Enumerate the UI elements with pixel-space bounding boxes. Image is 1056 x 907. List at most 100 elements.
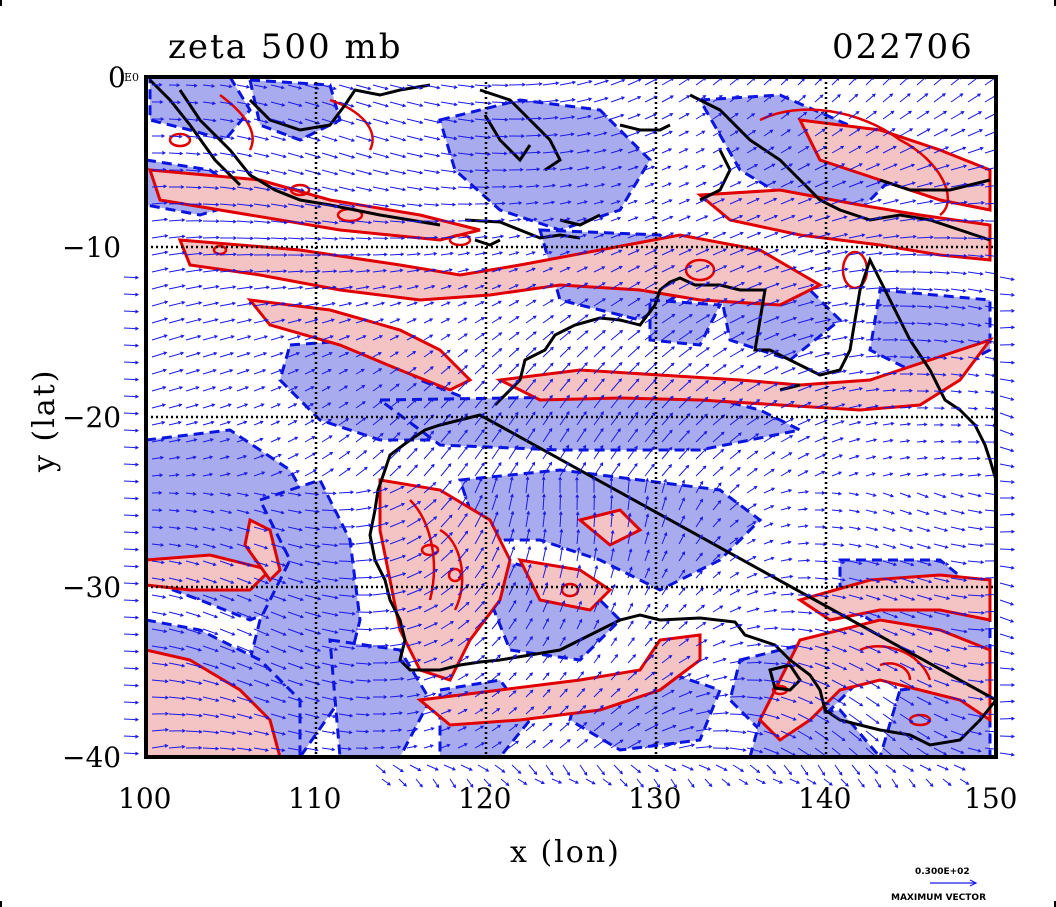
wind-vector — [678, 569, 686, 579]
wind-vector — [219, 203, 237, 208]
wind-vector — [999, 565, 1015, 570]
wind-vector — [661, 148, 673, 154]
wind-vector — [287, 577, 304, 584]
wind-vector — [389, 152, 407, 159]
wind-vector — [508, 117, 526, 121]
wind-vector — [746, 214, 761, 222]
wind-vector — [712, 431, 725, 443]
wind-vector — [746, 678, 763, 683]
wind-vector — [202, 284, 220, 290]
wind-vector — [338, 418, 350, 426]
wind-vector — [695, 281, 711, 290]
wind-vector — [780, 384, 796, 392]
wind-vector — [508, 617, 517, 630]
wind-vector — [999, 308, 1016, 313]
wind-vector — [678, 113, 690, 120]
wind-vector — [593, 378, 605, 392]
wind-vector — [123, 496, 140, 501]
wind-vector — [695, 363, 710, 375]
wind-vector — [525, 82, 543, 86]
wind-vector — [355, 558, 373, 562]
wind-vector — [746, 382, 761, 392]
wind-vector — [253, 696, 270, 703]
wind-vector — [933, 611, 951, 618]
wind-vector — [661, 199, 673, 205]
wind-vector — [151, 560, 165, 565]
wind-vector — [151, 577, 166, 582]
wind-vector — [270, 302, 287, 307]
wind-vector — [678, 638, 690, 647]
wind-vector — [440, 118, 458, 124]
wind-vector — [831, 267, 849, 273]
wind-vector — [984, 288, 996, 294]
wind-vector — [168, 594, 184, 600]
wind-vector — [304, 269, 321, 274]
wind-vector — [559, 600, 566, 613]
wind-vector — [123, 394, 140, 399]
wind-vector — [732, 764, 745, 772]
wind-vector — [389, 554, 407, 562]
wind-vector — [678, 655, 691, 664]
wind-vector — [559, 132, 575, 137]
wind-vector — [610, 78, 626, 86]
wind-vector — [236, 101, 251, 106]
wind-vector — [202, 438, 215, 443]
wind-vector — [576, 183, 589, 188]
wind-vector — [593, 183, 606, 188]
wind-vector — [984, 577, 996, 579]
wind-vector — [763, 522, 774, 528]
wind-vector — [746, 556, 757, 562]
wind-vector — [780, 146, 793, 154]
wind-vector — [780, 197, 795, 205]
wind-vector — [168, 267, 186, 273]
wind-vector — [712, 499, 722, 511]
wind-vector — [899, 526, 914, 532]
wind-vector — [338, 611, 356, 616]
wind-vector — [185, 135, 201, 139]
wind-vector — [423, 398, 435, 409]
wind-vector — [712, 231, 727, 239]
wind-vector — [491, 428, 502, 443]
map-title: zeta 500 mb — [168, 27, 402, 67]
wind-vector — [508, 545, 516, 562]
y-zero-suffix: E0 — [124, 71, 139, 84]
wind-vector — [763, 539, 774, 545]
wind-vector — [678, 396, 692, 409]
wind-vector — [831, 508, 843, 513]
wind-vector — [729, 589, 741, 596]
wind-vector — [236, 679, 253, 687]
wind-vector — [729, 555, 739, 562]
wind-vector — [373, 695, 388, 699]
wind-vector — [457, 743, 468, 749]
wind-vector — [814, 645, 831, 652]
wind-vector — [253, 101, 269, 107]
wind-vector — [746, 315, 763, 324]
wind-vector — [848, 268, 866, 273]
wind-vector — [321, 220, 339, 225]
wind-vector — [423, 135, 441, 141]
wind-vector — [525, 723, 536, 732]
wind-vector — [576, 618, 583, 630]
wind-vector — [729, 519, 739, 528]
wind-vector — [678, 743, 696, 749]
wind-vector — [355, 318, 368, 324]
wind-vector — [797, 507, 809, 511]
wind-vector — [508, 300, 520, 307]
wind-vector — [950, 339, 965, 344]
wind-vector — [304, 203, 322, 209]
wind-vector — [661, 742, 678, 749]
wind-vector — [576, 636, 583, 647]
wind-vector — [406, 605, 423, 613]
wind-vector — [899, 679, 915, 689]
y-axis-label: y (lat) — [27, 369, 62, 473]
wind-vector — [123, 428, 140, 433]
wind-vector — [219, 560, 235, 567]
wind-vector — [763, 626, 779, 631]
wind-vector — [321, 169, 339, 176]
wind-vector — [406, 501, 422, 511]
wind-vector — [695, 448, 707, 460]
wind-vector — [491, 300, 502, 307]
wind-vector — [610, 529, 615, 545]
wind-vector — [508, 331, 520, 341]
